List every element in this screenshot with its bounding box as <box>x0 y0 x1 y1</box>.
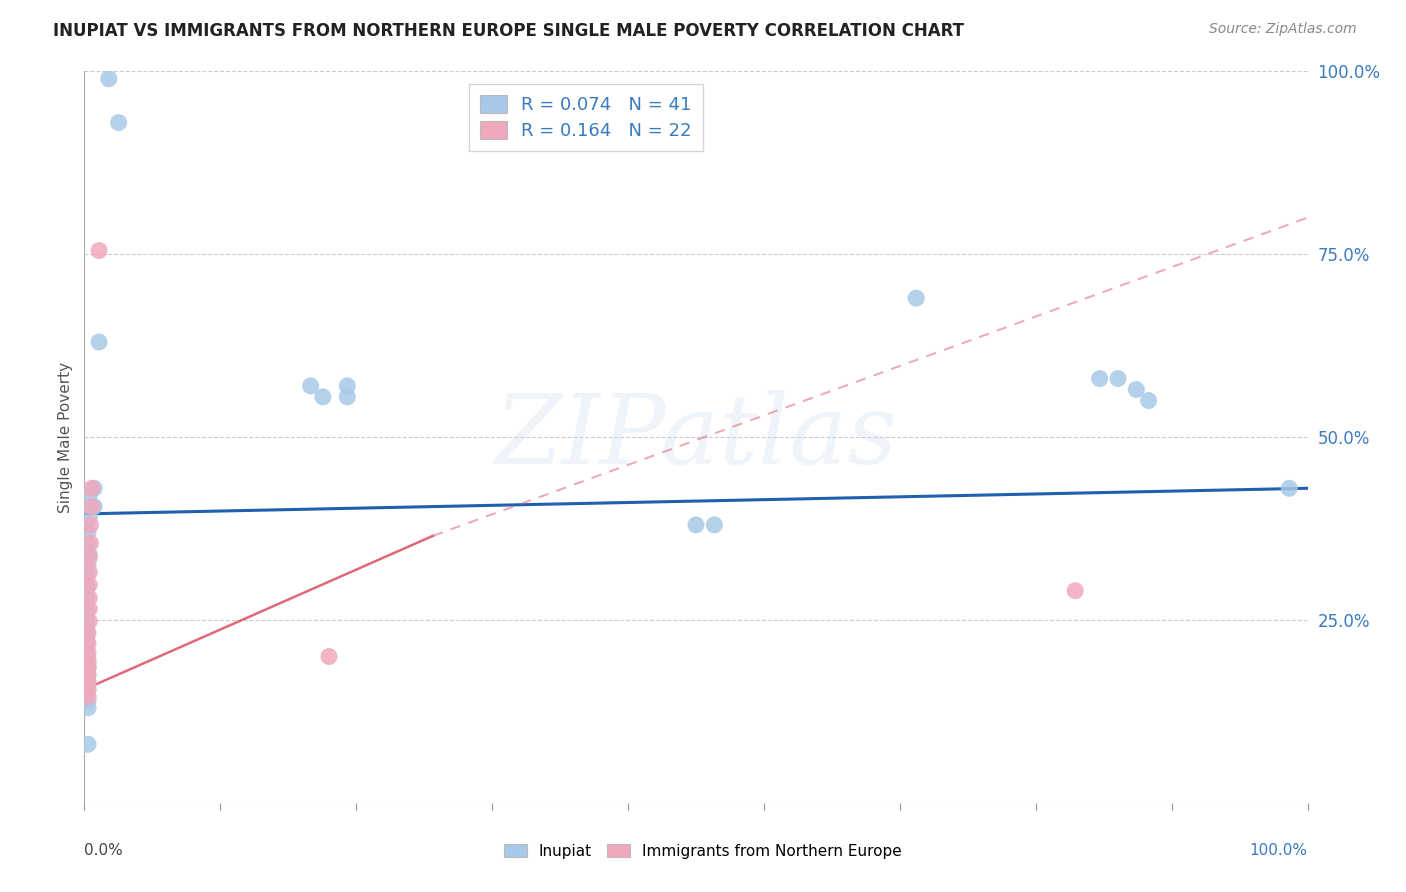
Point <box>79 517 101 532</box>
Point <box>77 525 100 540</box>
Point <box>1107 371 1129 385</box>
Point <box>80 500 103 514</box>
Legend: R = 0.074   N = 41, R = 0.164   N = 22: R = 0.074 N = 41, R = 0.164 N = 22 <box>470 84 703 151</box>
Point <box>76 569 98 583</box>
Point <box>77 578 100 592</box>
Point <box>299 379 322 393</box>
Point <box>77 667 100 681</box>
Point <box>77 547 100 561</box>
Point <box>336 379 359 393</box>
Point <box>685 517 707 532</box>
Point <box>77 737 100 751</box>
Point <box>77 636 100 650</box>
Point <box>87 244 110 258</box>
Point <box>77 667 100 681</box>
Point <box>703 517 725 532</box>
Text: 100.0%: 100.0% <box>1250 843 1308 858</box>
Y-axis label: Single Male Poverty: Single Male Poverty <box>58 361 73 513</box>
Point <box>77 550 100 565</box>
Text: 0.0%: 0.0% <box>84 843 124 858</box>
Point <box>77 660 100 674</box>
Point <box>83 481 105 495</box>
Point <box>1125 383 1147 397</box>
Point <box>77 682 100 697</box>
Point <box>77 693 100 707</box>
Point <box>77 558 100 573</box>
Text: Source: ZipAtlas.com: Source: ZipAtlas.com <box>1209 22 1357 37</box>
Point <box>77 510 100 524</box>
Point <box>312 390 335 404</box>
Point <box>83 500 105 514</box>
Point <box>76 635 98 649</box>
Point <box>77 646 100 660</box>
Point <box>318 649 340 664</box>
Point <box>76 620 98 634</box>
Point <box>905 291 928 305</box>
Point <box>77 489 100 503</box>
Point <box>77 700 100 714</box>
Point <box>77 682 100 697</box>
Point <box>1064 583 1087 598</box>
Text: INUPIAT VS IMMIGRANTS FROM NORTHERN EUROPE SINGLE MALE POVERTY CORRELATION CHART: INUPIAT VS IMMIGRANTS FROM NORTHERN EURO… <box>53 22 965 40</box>
Point <box>77 591 100 605</box>
Point <box>80 481 103 495</box>
Point <box>77 566 100 580</box>
Point <box>77 536 100 550</box>
Point <box>77 660 100 674</box>
Point <box>97 71 120 86</box>
Point <box>107 115 129 129</box>
Point <box>77 690 100 704</box>
Point <box>77 615 100 629</box>
Point <box>1088 371 1111 385</box>
Point <box>76 613 98 627</box>
Point <box>77 626 100 640</box>
Point <box>1137 393 1160 408</box>
Point <box>77 602 100 616</box>
Point <box>76 642 98 657</box>
Point <box>76 602 98 616</box>
Point <box>76 580 98 594</box>
Point <box>336 390 359 404</box>
Point <box>79 536 101 550</box>
Point <box>1278 481 1301 495</box>
Point <box>76 627 98 641</box>
Point <box>76 591 98 605</box>
Point <box>77 675 100 690</box>
Point <box>77 675 100 690</box>
Text: ZIPatlas: ZIPatlas <box>495 390 897 484</box>
Point <box>87 334 110 349</box>
Legend: Inupiat, Immigrants from Northern Europe: Inupiat, Immigrants from Northern Europe <box>496 836 910 866</box>
Point <box>77 653 100 667</box>
Point <box>76 649 98 664</box>
Point <box>77 657 100 671</box>
